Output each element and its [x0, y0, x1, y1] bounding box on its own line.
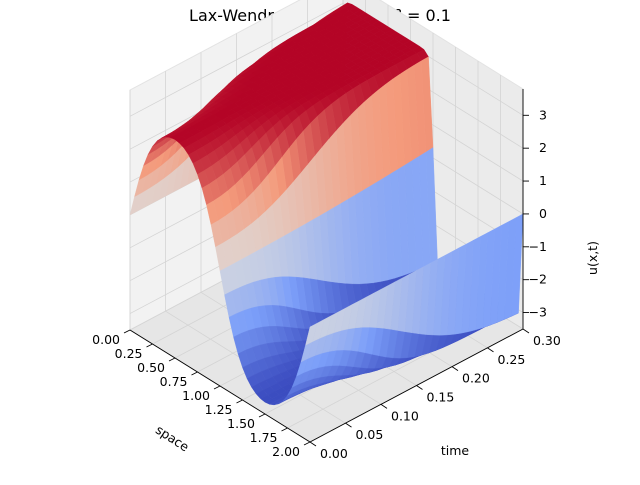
x-tick-label: 1.75	[250, 430, 278, 445]
x-tick-label: 2.00	[272, 444, 300, 459]
z-tick-label: 0	[539, 206, 547, 221]
y-tick-mark	[451, 366, 459, 372]
y-tick-mark	[487, 347, 494, 353]
z-tick-label: 1	[539, 173, 547, 188]
y-tick-label: 0.05	[356, 427, 384, 442]
x-axis-label: space	[153, 422, 192, 455]
y-tick-mark	[380, 403, 388, 409]
x-tick-label: 1.25	[205, 402, 233, 417]
z-axis-label: u(x,t)	[585, 241, 600, 275]
surface	[129, 2, 524, 406]
y-tick-label: 0.25	[498, 352, 526, 367]
y-tick-mark	[522, 328, 530, 334]
x-tick-label: 1.50	[227, 416, 255, 431]
y-tick-label: 0.10	[391, 408, 419, 423]
x-tick-mark	[213, 385, 221, 390]
y-tick-mark	[416, 385, 423, 390]
surface-patch	[305, 322, 318, 346]
z-tick-label: −3	[529, 305, 547, 320]
x-tick-mark	[236, 399, 243, 404]
x-tick-mark	[281, 427, 288, 432]
axes	[123, 89, 530, 447]
grid-line	[129, 2, 344, 117]
z-tick-label: −2	[529, 272, 547, 287]
x-tick-mark	[191, 371, 198, 376]
y-tick-mark	[309, 441, 317, 447]
x-tick-label: 0.50	[137, 360, 165, 375]
y-tick-label: 0.15	[427, 390, 455, 405]
x-tick-mark	[168, 357, 176, 362]
y-tick-label: 0.20	[462, 371, 490, 386]
y-tick-label: 0.00	[320, 446, 348, 461]
x-tick-mark	[303, 441, 311, 446]
x-tick-label: 1.00	[182, 388, 210, 403]
tick-labels: 0.000.250.500.751.001.251.501.752.00 0.00…	[92, 107, 561, 461]
x-tick-mark	[123, 329, 131, 334]
y-axis-label: time	[441, 443, 470, 458]
z-tick-label: 2	[539, 140, 547, 155]
z-tick-label: −1	[529, 239, 547, 254]
x-tick-label: 0.25	[115, 346, 143, 361]
x-tick-label: 0.75	[160, 374, 188, 389]
y-tick-mark	[345, 422, 352, 428]
x-tick-label: 0.00	[92, 332, 120, 347]
x-tick-mark	[258, 413, 266, 418]
x-tick-mark	[146, 343, 153, 348]
y-tick-label: 0.30	[533, 333, 561, 348]
z-tick-label: 3	[539, 107, 547, 122]
